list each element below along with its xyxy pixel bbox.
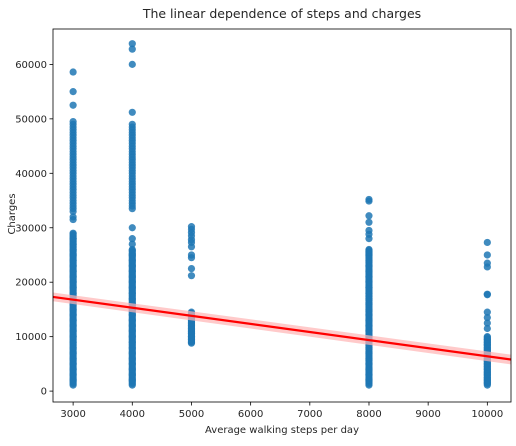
scatter-point — [365, 195, 373, 204]
scatter-point — [365, 245, 373, 254]
x-tick-label: 5000 — [179, 409, 204, 420]
x-tick-label: 8000 — [356, 409, 381, 420]
scatter-point — [483, 308, 491, 316]
axes: 3000 4000 5000 6000 7000 8000 9000 10000 0 10000 2… — [15, 28, 512, 420]
scatter-point — [128, 120, 136, 128]
scatter-point — [365, 218, 373, 226]
scatter-point — [128, 60, 136, 68]
x-tick-label: 4000 — [120, 409, 145, 420]
scatter-point — [483, 333, 491, 341]
x-axis-label: Average walking steps per day — [205, 425, 359, 436]
scatter-point — [128, 240, 136, 248]
scatter-point — [69, 213, 77, 221]
scatter-point — [128, 108, 136, 116]
plot-area — [52, 40, 512, 389]
scatter-point — [483, 251, 491, 259]
scatter-point — [483, 238, 491, 247]
x-tick-label: 3000 — [60, 409, 85, 420]
x-tick-label: 7000 — [297, 409, 322, 420]
scatter-point — [69, 68, 77, 76]
y-tick-label: 40000 — [15, 169, 47, 180]
scatter-point — [128, 45, 136, 53]
y-tick-label: 0 — [41, 387, 47, 398]
y-tick-label: 30000 — [15, 223, 47, 234]
scatter-point — [128, 235, 136, 243]
y-tick-label: 20000 — [15, 278, 47, 289]
scatter-point — [187, 264, 196, 273]
x-tick-label: 9000 — [415, 409, 440, 420]
y-tick-label: 10000 — [15, 332, 47, 343]
scatter-point — [365, 226, 373, 235]
scatter-point — [483, 314, 491, 322]
regression-line — [52, 295, 512, 361]
scatter-point — [187, 251, 196, 259]
chart-title: The linear dependence of steps and charg… — [142, 6, 421, 21]
scatter-point — [483, 259, 491, 267]
scatter-point — [69, 101, 77, 109]
x-tick-label: 6000 — [238, 409, 263, 420]
scatter-point — [128, 40, 136, 48]
y-axis-label: Charges — [7, 193, 18, 234]
scatter-point — [187, 272, 196, 280]
scatter-point — [69, 117, 77, 126]
scatter-point — [69, 229, 77, 237]
scatter-point — [365, 212, 373, 220]
y-tick-label: 50000 — [15, 114, 47, 125]
scatter-point — [483, 319, 491, 327]
scatter-point — [69, 88, 77, 96]
scatter-point — [128, 245, 136, 254]
scatter-point — [187, 223, 196, 231]
x-tick-label: 10000 — [471, 409, 503, 420]
scatter-point — [483, 290, 491, 298]
y-tick-label: 60000 — [15, 60, 47, 71]
scatter-point — [483, 324, 491, 333]
axes-frame — [52, 28, 512, 403]
scatter-point — [128, 224, 136, 232]
